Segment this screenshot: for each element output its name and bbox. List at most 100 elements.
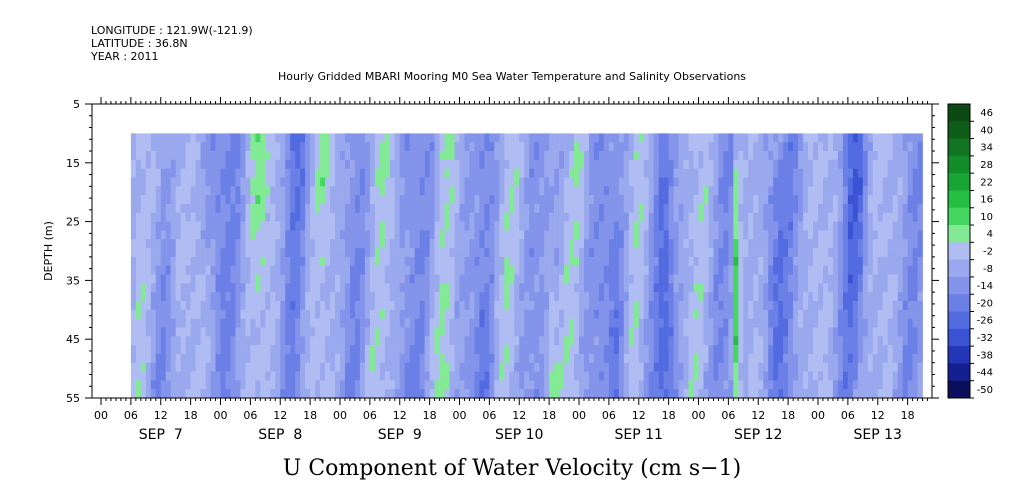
heatmap-cell [145,274,152,284]
heatmap-cell [519,353,525,364]
heatmap-cell [399,309,406,319]
heatmap-cell [668,248,674,258]
heatmap-cell [140,292,147,302]
heatmap-cell [773,345,779,355]
heatmap-cell [698,362,704,372]
heatmap-cell [130,239,137,249]
heatmap-cell [738,371,744,381]
heatmap-cell [847,292,854,302]
heatmap-cell [215,292,221,302]
heatmap-cell [270,336,276,346]
heatmap-cell [588,353,595,364]
heatmap-cell [713,336,719,346]
heatmap-cell [583,159,590,169]
heatmap-cell [150,248,157,258]
heatmap-cell [783,265,789,275]
heatmap-cell [200,336,206,346]
heatmap-cell [514,248,520,258]
heatmap-cell [325,195,331,205]
heatmap-cell [325,151,331,161]
heatmap-cell [399,345,406,355]
heatmap-cell [753,327,759,337]
heatmap-cell [190,195,196,205]
heatmap-cell [703,256,709,266]
heatmap-cell [135,239,142,249]
heatmap-cell [643,203,650,214]
heatmap-cell [544,265,550,275]
heatmap-cell [290,292,296,302]
heatmap-cell [628,318,635,328]
heatmap-cell [454,151,460,161]
heatmap-cell [907,177,913,187]
heatmap-cell [778,353,784,364]
heatmap-cell [454,292,460,302]
heatmap-cell [708,256,714,266]
heatmap-cell [633,300,640,311]
heatmap-cell [628,186,635,196]
heatmap-cell [335,186,341,196]
heatmap-cell [320,371,326,381]
heatmap-cell [788,221,794,231]
heatmap-cell [638,274,645,284]
heatmap-cell [768,336,774,346]
heatmap-cell [633,371,640,381]
heatmap-cell [335,168,341,178]
heatmap-cell [564,362,570,372]
heatmap-cell [374,239,381,249]
heatmap-cell [763,318,769,328]
heatmap-cell [892,133,898,143]
heatmap-cell [240,283,246,293]
heatmap-cell [867,327,874,337]
heatmap-cell [713,265,719,275]
heatmap-cell [474,362,480,372]
heatmap-cell [295,256,301,266]
heatmap-cell [773,362,779,372]
heatmap-cell [907,327,913,337]
heatmap-cell [768,327,774,337]
heatmap-cell [489,345,495,355]
heatmap-cell [534,256,540,266]
heatmap-cell [564,212,570,222]
heatmap-cell [374,362,381,372]
heatmap-cell [265,327,271,337]
heatmap-cell [349,203,356,214]
heatmap-cell [315,274,321,284]
heatmap-cell [892,345,898,355]
heatmap-cell [499,327,505,337]
heatmap-cell [743,195,749,205]
heatmap-cell [379,248,386,258]
heatmap-cell [688,151,694,161]
heatmap-cell [583,274,590,284]
heatmap-cell [793,327,799,337]
heatmap-cell [484,309,490,319]
heatmap-cell [628,371,635,381]
heatmap-cell [907,239,913,249]
heatmap-cell [295,371,301,381]
heatmap-cell [832,283,839,293]
heatmap-cell [200,274,206,284]
heatmap-cell [519,336,525,346]
heatmap-cell [424,151,430,161]
heatmap-cell [205,292,211,302]
y-tick-label: 55 [66,392,80,405]
heatmap-cell [728,345,734,355]
heatmap-cell [185,230,191,240]
heatmap-cell [399,380,406,390]
heatmap-cell [160,177,167,187]
heatmap-cell [862,371,869,381]
heatmap-cell [364,203,371,214]
heatmap-cell [728,159,734,169]
heatmap-cell [210,371,216,381]
heatmap-cell [887,133,893,143]
heatmap-cell [444,212,450,222]
heatmap-cell [793,283,799,293]
heatmap-cell [305,151,311,161]
heatmap-cell [872,274,879,284]
heatmap-cell [574,239,580,249]
heatmap-cell [409,142,415,152]
heatmap-cell [758,212,764,222]
heatmap-cell [583,362,590,372]
heatmap-cell [902,186,908,196]
heatmap-cell [539,239,545,249]
heatmap-cell [703,300,709,311]
